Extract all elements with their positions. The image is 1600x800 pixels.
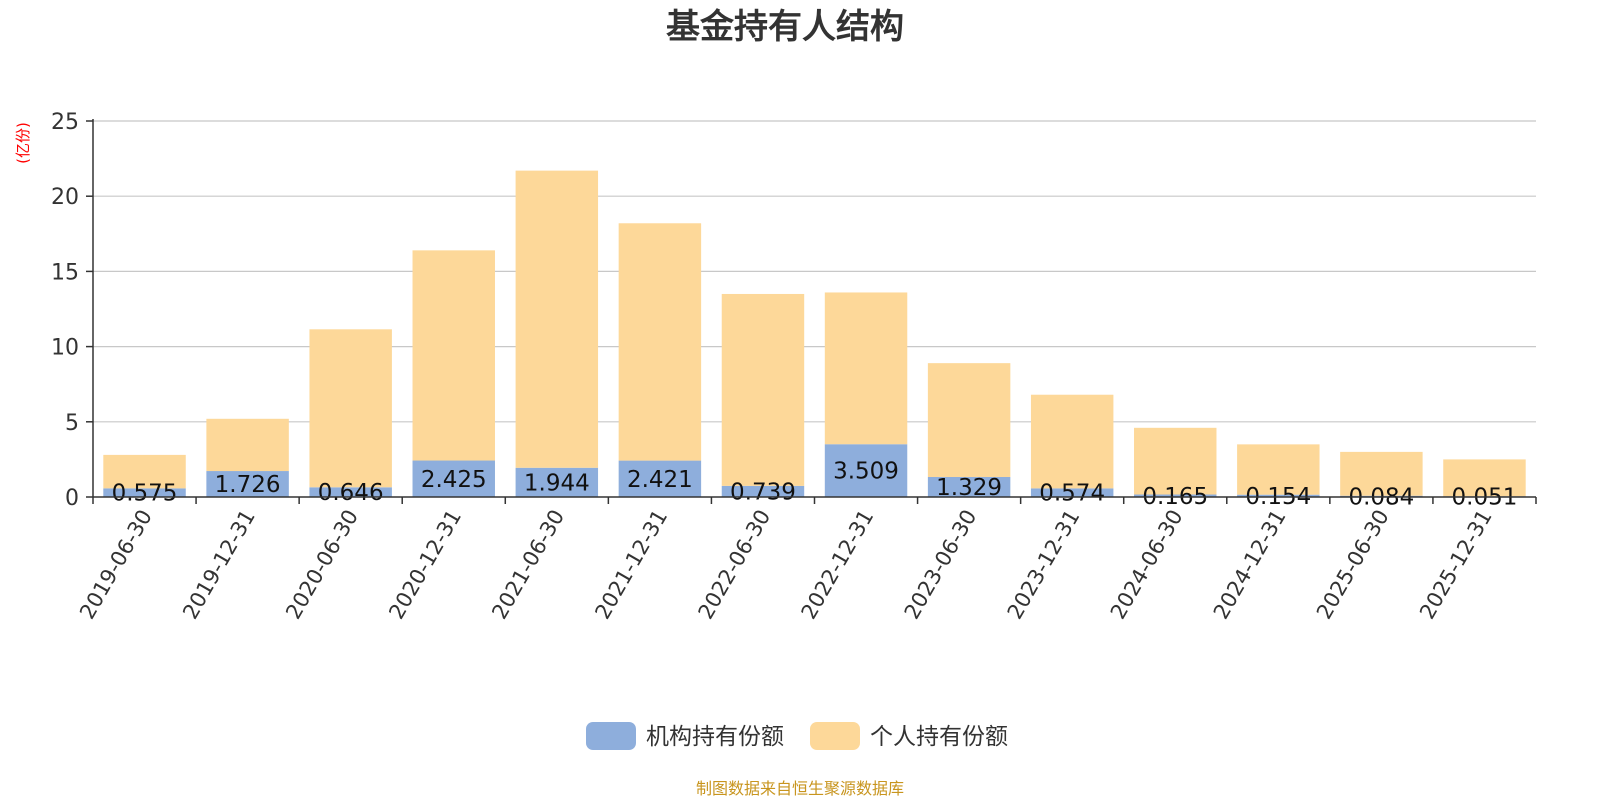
- x-tick-label: 2020-12-31: [384, 506, 466, 624]
- x-tick-label: 2022-12-31: [797, 506, 879, 624]
- data-source-note: 制图数据来自恒生聚源数据库: [696, 779, 904, 798]
- data-label: 1.944: [524, 470, 590, 496]
- data-label: 1.726: [215, 472, 281, 498]
- bar-individual[interactable]: [1443, 459, 1526, 497]
- y-tick-label: 5: [65, 411, 79, 436]
- x-tick-label: 2020-06-30: [281, 506, 363, 624]
- legend: 机构持有份额 个人持有份额: [586, 722, 1008, 750]
- x-tick-label: 2023-12-31: [1003, 506, 1085, 624]
- bar-institutional[interactable]: [1134, 494, 1217, 497]
- chart-title: 基金持有人结构: [666, 7, 904, 47]
- legend-swatch-individual[interactable]: [810, 722, 860, 750]
- bar-individual[interactable]: [1237, 444, 1320, 495]
- y-tick-label: 10: [51, 336, 79, 361]
- bar-individual[interactable]: [824, 292, 908, 445]
- bar-individual[interactable]: [206, 418, 289, 472]
- bar-individual[interactable]: [412, 250, 495, 461]
- y-tick-label: 20: [51, 185, 79, 210]
- bar-individual[interactable]: [1134, 427, 1217, 495]
- data-label: 0.575: [112, 481, 178, 507]
- bars: [103, 170, 1526, 497]
- legend-label-individual[interactable]: 个人持有份额: [870, 724, 1008, 750]
- x-tick-label: 2025-12-31: [1415, 506, 1497, 624]
- y-tick-label: 25: [51, 110, 79, 135]
- x-tick-label: 2023-06-30: [900, 506, 982, 624]
- data-label: 0.646: [318, 480, 384, 506]
- bar-individual[interactable]: [927, 363, 1011, 478]
- y-tick-label: 0: [65, 486, 79, 511]
- bar-individual[interactable]: [618, 223, 702, 461]
- y-tick-label: 15: [51, 260, 79, 285]
- x-tick-label: 2021-12-31: [590, 506, 672, 624]
- bar-individual[interactable]: [1340, 451, 1423, 496]
- data-label: 0.739: [730, 479, 796, 505]
- bar-institutional[interactable]: [721, 485, 805, 497]
- bar-individual[interactable]: [103, 454, 186, 489]
- bar-institutional[interactable]: [309, 487, 392, 497]
- bar-institutional[interactable]: [927, 477, 1011, 497]
- x-tick-label: 2025-06-30: [1312, 506, 1394, 624]
- x-tick-label: 2024-12-31: [1209, 506, 1291, 624]
- bar-individual[interactable]: [309, 329, 392, 488]
- bar-institutional[interactable]: [1030, 488, 1114, 497]
- bar-institutional[interactable]: [824, 444, 908, 497]
- bar-institutional[interactable]: [206, 471, 289, 497]
- bar-institutional[interactable]: [103, 488, 186, 497]
- x-tick-label: 2019-12-31: [178, 506, 260, 624]
- bar-institutional[interactable]: [412, 460, 495, 497]
- x-tick-label: 2022-06-30: [693, 506, 775, 624]
- bar-individual[interactable]: [515, 170, 599, 468]
- bar-institutional[interactable]: [618, 460, 702, 497]
- data-label: 3.509: [833, 459, 899, 485]
- legend-swatch-institutional[interactable]: [586, 722, 636, 750]
- bar-individual[interactable]: [1030, 394, 1114, 489]
- data-label: 2.425: [421, 467, 487, 493]
- legend-label-institutional[interactable]: 机构持有份额: [646, 724, 784, 750]
- y-axis-unit: (亿份): [14, 122, 32, 164]
- data-label: 2.421: [627, 467, 693, 493]
- axes: [86, 119, 1537, 504]
- x-tick-label: 2021-06-30: [487, 506, 569, 624]
- bar-institutional[interactable]: [1237, 494, 1320, 497]
- x-tick-label: 2019-06-30: [75, 506, 157, 624]
- x-tick-label: 2024-06-30: [1106, 506, 1188, 624]
- bar-individual[interactable]: [721, 293, 805, 486]
- bar-institutional[interactable]: [515, 467, 599, 497]
- y-tick-labels: 0 5 10 15 20 25: [51, 110, 79, 511]
- data-label: 0.574: [1039, 481, 1105, 507]
- x-tick-labels: 2019-06-30 2019-12-31 2020-06-30 2020-12-31…: [75, 506, 1497, 624]
